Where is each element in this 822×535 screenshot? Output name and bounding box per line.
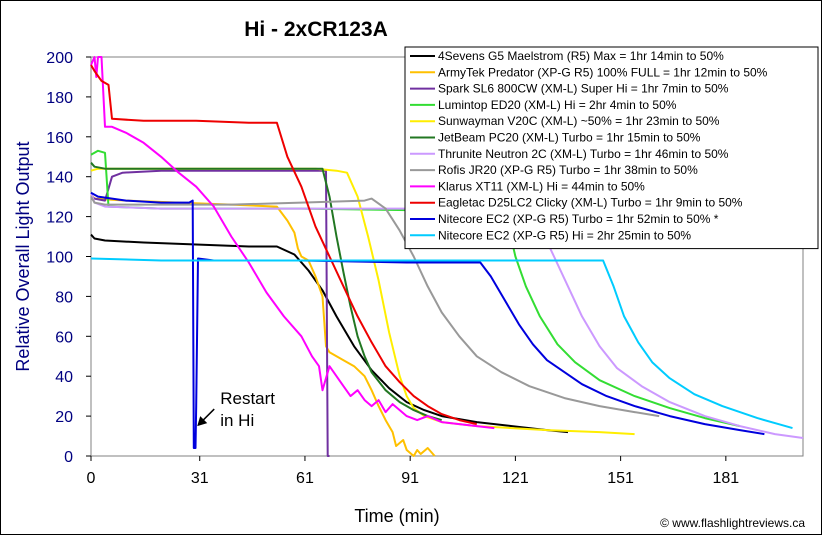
x-tick-label: 151 [607, 470, 634, 487]
legend-entry: Rofis JR20 (XP-G R5) Turbo = 1hr 38min t… [438, 163, 698, 177]
y-tick-label: 120 [46, 210, 73, 227]
legend-entry: 4Sevens G5 Maelstrom (R5) Max = 1hr 14mi… [438, 49, 724, 63]
chart-title: Hi - 2xCR123A [244, 18, 388, 41]
y-tick-label: 200 [46, 50, 73, 67]
series-line-3 [90, 169, 330, 457]
series-line-9 [90, 56, 495, 430]
y-tick-label: 140 [46, 170, 73, 187]
series-line-10 [90, 64, 478, 426]
legend: 4Sevens G5 Maelstrom (R5) Max = 1hr 14mi… [404, 46, 819, 250]
credit-text: © www.flashlightreviews.ca [660, 516, 805, 530]
y-tick-label: 40 [55, 369, 73, 386]
legend-entry: Thrunite Neutron 2C (XM-L) Turbo = 1hr 4… [438, 147, 729, 161]
x-tick-label: 0 [87, 470, 96, 487]
legend-entry: Klarus XT11 (XM-L) Hi = 44min to 50% [438, 179, 645, 193]
x-tick-label: 61 [296, 470, 314, 487]
series-line-6 [90, 162, 442, 422]
series-line-2 [90, 194, 436, 457]
x-tick-label: 121 [502, 470, 529, 487]
series-line-11 [90, 191, 765, 449]
y-tick-label: 160 [46, 130, 73, 147]
legend-entry: Lumintop ED20 (XM-L) Hi = 2hr 4min to 50… [438, 98, 677, 112]
annotation-arrow-head [197, 416, 208, 427]
y-tick-label: 60 [55, 329, 73, 346]
chart-labels: 0 20 40 60 80 100 120 140 160 180 200 0 31 61 91 121 151… [13, 18, 805, 530]
y-axis-label: Relative Overall Light Output [13, 141, 33, 371]
legend-entry: Nitecore EC2 (XP-G R5) Turbo = 1hr 52min… [438, 212, 719, 226]
annotation-line2: in Hi [220, 411, 254, 430]
legend-box [404, 46, 819, 250]
x-tick-label: 91 [401, 470, 419, 487]
y-tick-label: 80 [55, 289, 73, 306]
series-line-8 [90, 196, 660, 418]
y-tick-label: 0 [64, 449, 73, 466]
y-tick-label: 100 [46, 250, 73, 267]
legend-entry: Sunwayman V20C (XM-L) ~50% = 1hr 23min t… [438, 114, 720, 128]
series-lines [90, 56, 804, 457]
legend-entry: ArmyTek Predator (XP-G R5) 100% FULL = 1… [438, 65, 768, 79]
x-tick-label: 31 [191, 470, 209, 487]
series-line-7 [90, 192, 804, 439]
series-line-12 [90, 257, 793, 430]
legend-entry: Nitecore EC2 (XP-G R5) Hi = 2hr 25min to… [438, 228, 691, 242]
x-axis-label: Time (min) [354, 506, 439, 526]
y-tick-label: 20 [55, 409, 73, 426]
legend-entry: JetBeam PC20 (XM-L) Turbo = 1hr 15min to… [438, 131, 701, 145]
annotation-line1: Restart [220, 389, 275, 408]
legend-entry: Eagletac D25LC2 Clicky (XM-L) Turbo = 1h… [438, 196, 743, 210]
y-tick-label: 180 [46, 90, 73, 107]
series-line-1 [90, 233, 569, 434]
legend-entry: Spark SL6 800CW (XM-L) Super Hi = 1hr 7m… [438, 82, 729, 96]
x-tick-label: 181 [712, 470, 739, 487]
